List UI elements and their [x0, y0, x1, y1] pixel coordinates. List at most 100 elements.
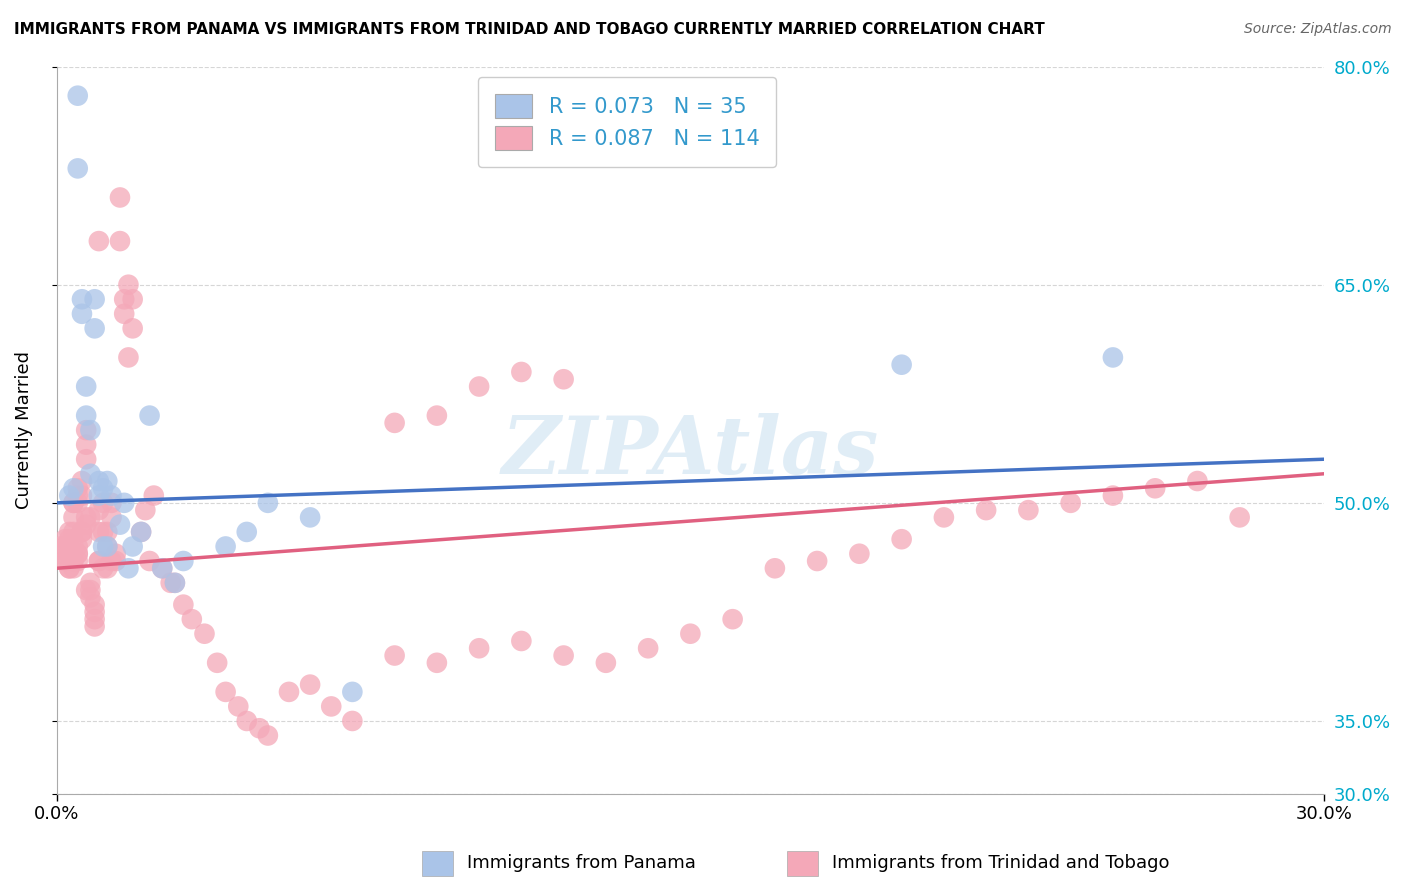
Point — [100, 496, 122, 510]
Point — [257, 496, 280, 510]
Point — [96, 561, 118, 575]
Point — [121, 321, 143, 335]
Point — [83, 619, 105, 633]
Point — [299, 678, 322, 692]
Point — [83, 605, 105, 619]
Point — [134, 503, 156, 517]
Point — [426, 656, 449, 670]
Point — [1059, 496, 1081, 510]
Point — [75, 517, 97, 532]
Point — [235, 714, 257, 728]
Point — [112, 496, 135, 510]
Point — [108, 517, 131, 532]
Point — [104, 554, 127, 568]
Point — [66, 547, 89, 561]
Point — [1144, 481, 1167, 495]
Point — [112, 307, 135, 321]
Point — [62, 561, 84, 575]
Point — [66, 161, 89, 176]
Point — [96, 540, 118, 554]
Point — [66, 496, 89, 510]
Point — [100, 554, 122, 568]
Point — [426, 409, 449, 423]
Point — [150, 561, 173, 575]
Point — [100, 510, 122, 524]
Point — [974, 503, 997, 517]
Point — [193, 626, 215, 640]
Point — [62, 496, 84, 510]
Point — [66, 481, 89, 495]
Point — [83, 598, 105, 612]
Point — [721, 612, 744, 626]
Point — [510, 365, 533, 379]
Point — [66, 88, 89, 103]
Text: Immigrants from Trinidad and Tobago: Immigrants from Trinidad and Tobago — [832, 855, 1170, 872]
Point — [53, 540, 76, 554]
Point — [932, 510, 955, 524]
Point — [180, 612, 202, 626]
Point — [1017, 503, 1039, 517]
Point — [595, 656, 617, 670]
Point — [129, 524, 152, 539]
Text: ZIPAtlas: ZIPAtlas — [502, 413, 879, 491]
Point — [299, 510, 322, 524]
Point — [70, 292, 93, 306]
Point — [159, 575, 181, 590]
Point — [890, 532, 912, 546]
Point — [342, 685, 364, 699]
Point — [62, 510, 84, 524]
Point — [58, 532, 80, 546]
Point — [87, 554, 110, 568]
Point — [75, 409, 97, 423]
Point — [100, 489, 122, 503]
Point — [117, 351, 139, 365]
Point — [138, 409, 160, 423]
Point — [249, 721, 271, 735]
Point — [91, 524, 114, 539]
Point — [70, 532, 93, 546]
Point — [468, 379, 491, 393]
Point — [62, 524, 84, 539]
Point — [79, 591, 101, 605]
Point — [62, 540, 84, 554]
Point — [87, 234, 110, 248]
Point — [205, 656, 228, 670]
Point — [1187, 474, 1209, 488]
Point — [214, 540, 236, 554]
Point — [226, 699, 249, 714]
Point — [321, 699, 343, 714]
Point — [75, 423, 97, 437]
Text: IMMIGRANTS FROM PANAMA VS IMMIGRANTS FROM TRINIDAD AND TOBAGO CURRENTLY MARRIED : IMMIGRANTS FROM PANAMA VS IMMIGRANTS FRO… — [14, 22, 1045, 37]
Point — [117, 561, 139, 575]
Point — [87, 554, 110, 568]
Point — [83, 321, 105, 335]
Point — [91, 561, 114, 575]
Point — [150, 561, 173, 575]
Point — [96, 524, 118, 539]
Point — [163, 575, 186, 590]
Point — [66, 540, 89, 554]
Point — [890, 358, 912, 372]
Point — [257, 729, 280, 743]
Point — [75, 379, 97, 393]
Point — [384, 416, 406, 430]
Point — [214, 685, 236, 699]
Point — [79, 575, 101, 590]
Point — [91, 496, 114, 510]
Point — [53, 554, 76, 568]
Point — [70, 307, 93, 321]
Text: Immigrants from Panama: Immigrants from Panama — [467, 855, 696, 872]
Point — [163, 575, 186, 590]
Point — [79, 423, 101, 437]
Point — [384, 648, 406, 663]
Point — [553, 372, 575, 386]
Point — [66, 489, 89, 503]
Point — [510, 634, 533, 648]
Point — [553, 648, 575, 663]
Point — [87, 524, 110, 539]
Point — [108, 190, 131, 204]
Point — [172, 598, 194, 612]
Point — [62, 481, 84, 495]
Point — [53, 532, 76, 546]
Point — [87, 489, 110, 503]
